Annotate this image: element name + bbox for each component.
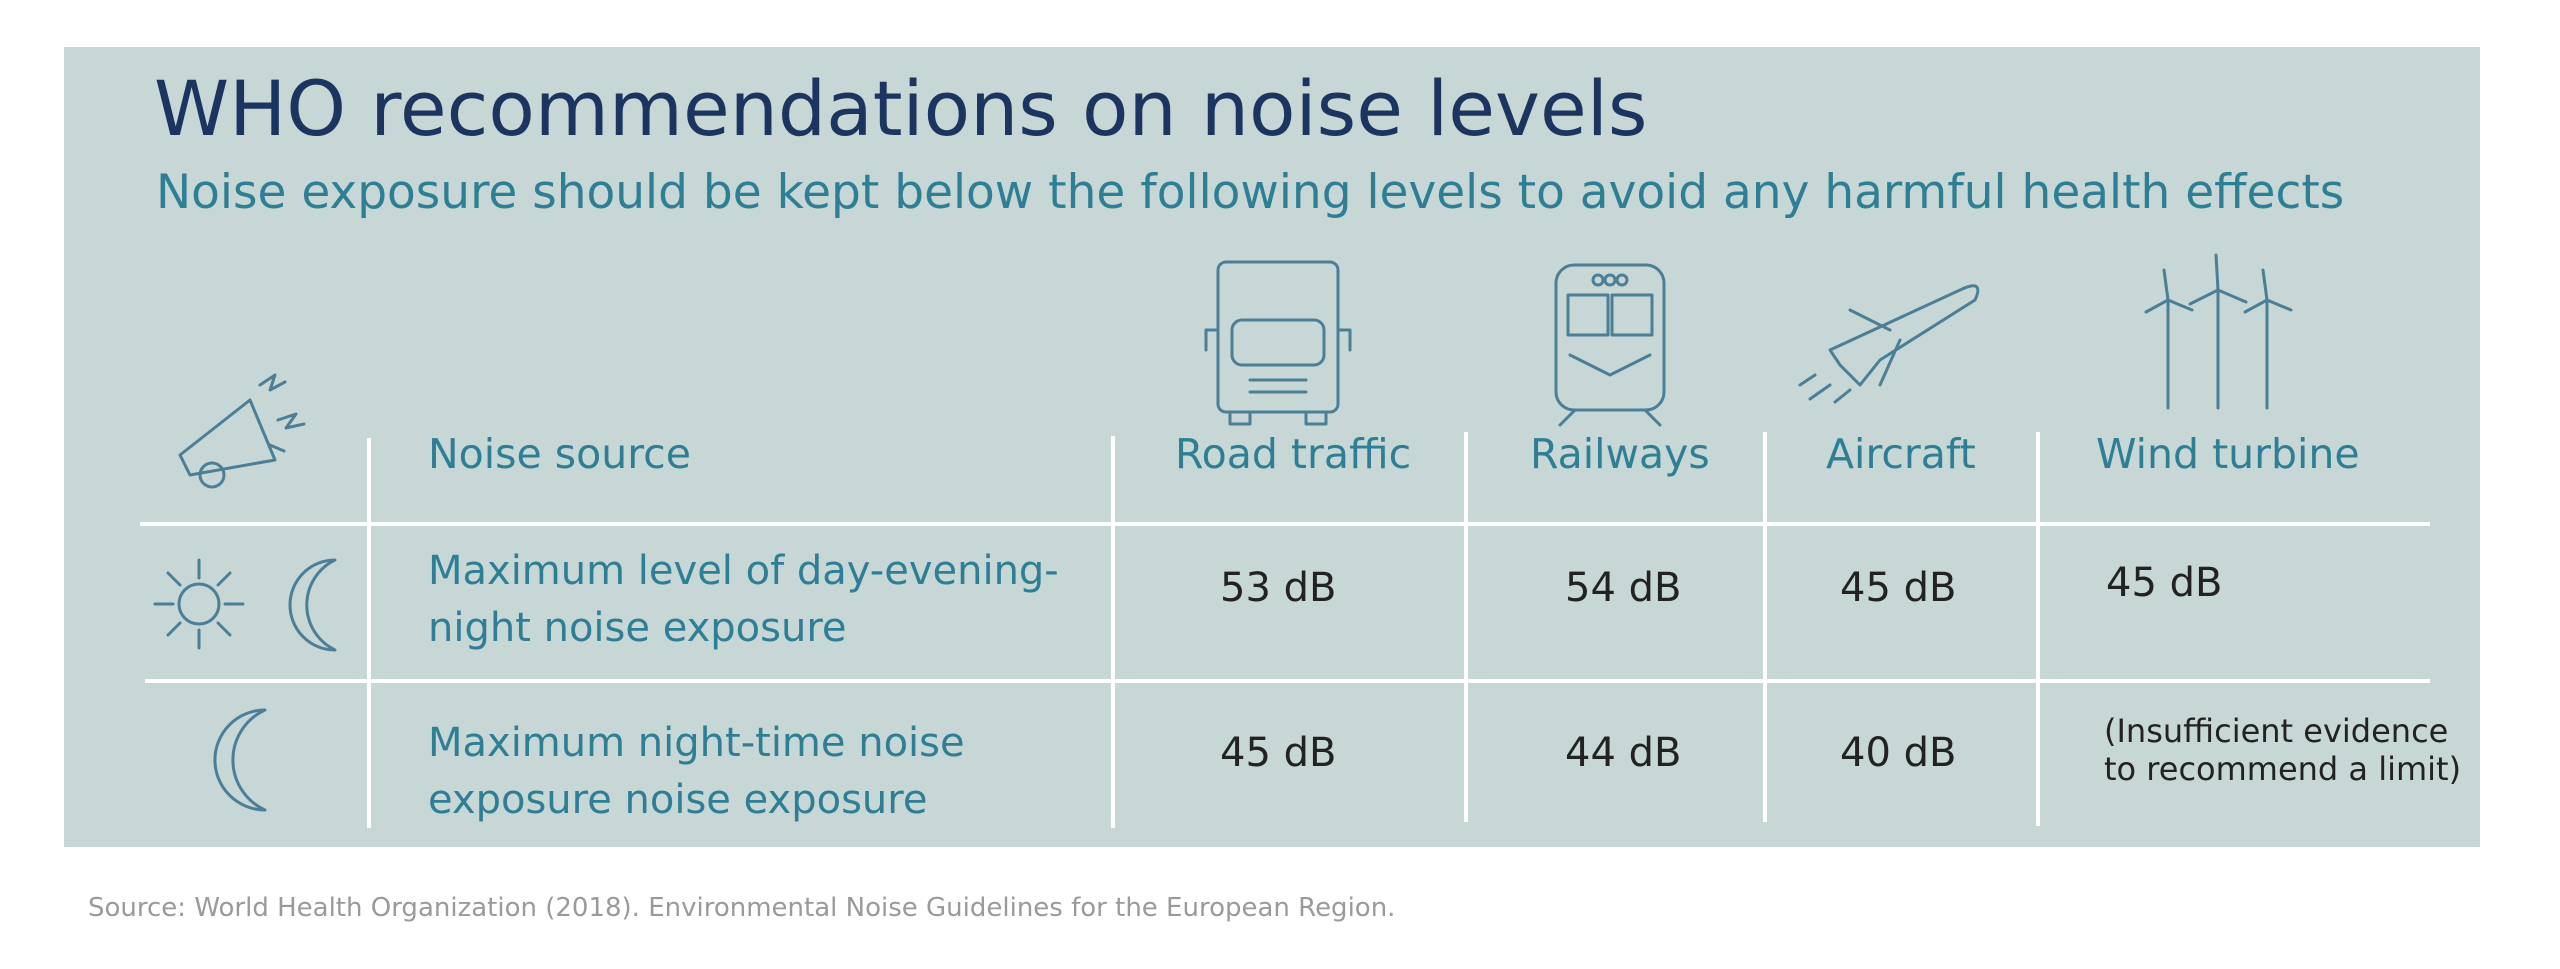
row-label: Maximum level of day-evening-night noise…: [428, 548, 1059, 651]
cell-value: 45 dB: [1840, 565, 1957, 611]
truck-icon: [1204, 260, 1352, 426]
row-label: Maximum night-time noise exposure noise …: [428, 720, 965, 823]
megaphone-icon: [178, 373, 306, 489]
moon-icon: [288, 558, 337, 652]
wind-turbine-icon: [2144, 253, 2293, 410]
cell-value: 44 dB: [1565, 730, 1682, 776]
cell-value: 40 dB: [1840, 730, 1957, 776]
cell-note: (Insufficient evidence to recommend a li…: [2104, 712, 2462, 788]
sun-icon: [153, 558, 245, 650]
column-header: Road traffic: [1175, 430, 1412, 478]
column-header: Aircraft: [1826, 430, 1976, 478]
aircraft-icon: [1798, 284, 1980, 404]
cell-value: 45 dB: [2106, 560, 2223, 606]
cell-value: 45 dB: [1220, 730, 1337, 776]
source-note: Source: World Health Organization (2018)…: [88, 893, 1396, 923]
moon-icon: [213, 708, 267, 812]
subtitle: Noise exposure should be kept below the …: [156, 165, 2345, 220]
column-header: Railways: [1530, 430, 1710, 478]
cell-value: 53 dB: [1220, 565, 1337, 611]
cell-value: 54 dB: [1565, 565, 1682, 611]
column-header: Wind turbine: [2096, 430, 2360, 478]
title: WHO recommendations on noise levels: [154, 64, 1648, 153]
table-lines: [140, 432, 2430, 828]
train-icon: [1554, 263, 1666, 427]
panel: [64, 47, 2480, 847]
column-header: Noise source: [428, 430, 691, 478]
